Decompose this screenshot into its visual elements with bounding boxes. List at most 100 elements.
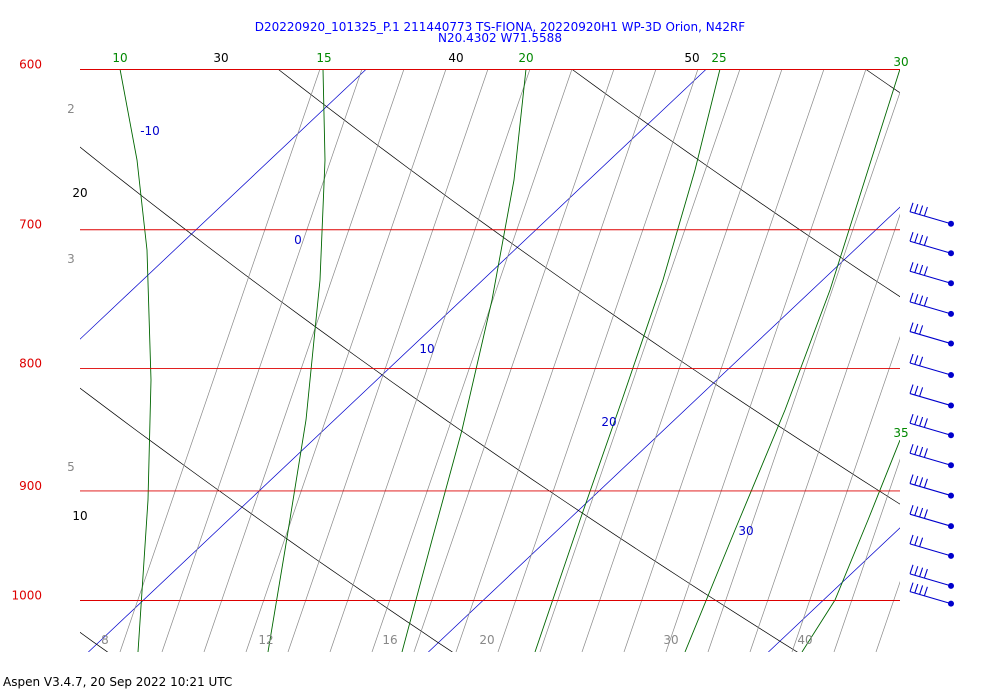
mixing-ratio-line [833, 458, 900, 652]
chart-footer: Aspen V3.4.7, 20 Sep 2022 10:21 UTC [3, 675, 233, 689]
wind-barb-flag [914, 415, 919, 425]
wind-barb-flag [919, 295, 924, 305]
wind-barb [909, 564, 954, 589]
bottom-temperature-label: 40 [797, 633, 812, 647]
mixing-ratio-label: 5 [67, 460, 75, 474]
mixing-ratio-line [665, 69, 867, 652]
wind-barb-flag [914, 204, 919, 214]
mixing-ratio-line [161, 69, 363, 652]
wind-barb-flag [919, 446, 924, 457]
moist-adiabat-label: 30 [893, 55, 908, 69]
wind-barb-dot [948, 582, 954, 589]
dry-adiabat-line [864, 69, 900, 94]
wind-barb [909, 414, 954, 439]
wind-barb-staff [909, 543, 952, 557]
wind-barb-flag [909, 582, 914, 592]
wind-barb-flag [923, 206, 928, 217]
bottom-temperature-label: 30 [663, 633, 678, 647]
wind-barb-flag [914, 323, 919, 334]
moist-adiabat-line [801, 439, 900, 652]
wind-barb-flag [909, 414, 914, 424]
wind-barb-flag [909, 534, 914, 545]
wind-barb-dot [948, 280, 954, 287]
wind-barb-flag [909, 444, 914, 454]
isobar-label: 600 [19, 58, 42, 72]
wind-barb-flag [919, 264, 924, 275]
dry-adiabat-label: 40 [448, 51, 463, 65]
moist-adiabat-label: 15 [316, 51, 331, 65]
wind-barb-staff [909, 452, 952, 466]
wind-barb-dot [948, 552, 954, 559]
wind-barb-flag [914, 536, 919, 546]
wind-barb [909, 384, 954, 409]
dry-adiabat-line [80, 387, 453, 652]
wind-barb-dot [948, 340, 954, 347]
moist-adiabat-label: 10 [112, 51, 127, 65]
moist-adiabat-line [401, 69, 527, 652]
dry-adiabat-label: 10 [72, 509, 87, 523]
wind-barb-dot [948, 402, 954, 409]
wind-barb-dot [948, 372, 954, 379]
dry-adiabat-line [80, 146, 798, 652]
bottom-temperature-label: 16 [382, 633, 397, 647]
wind-barb-flag [919, 205, 924, 215]
moist-adiabat-line [267, 69, 326, 652]
dry-adiabat-line [277, 69, 900, 505]
wind-barb-flag [923, 568, 928, 579]
wind-barb-staff [909, 211, 952, 225]
wind-barb-flag [919, 234, 924, 245]
dry-adiabat-label: 30 [213, 51, 228, 65]
wind-barb-flag [919, 585, 924, 595]
wind-barb-staff [909, 422, 952, 436]
mixing-ratio-label: 2 [67, 102, 75, 116]
wind-barb-flag [909, 505, 914, 515]
wind-barb-flag [919, 567, 924, 577]
mixing-ratio-line [791, 336, 900, 652]
mixing-ratio-line [329, 69, 531, 652]
isotherm-label: 20 [601, 415, 616, 429]
mixing-ratio-line [623, 69, 825, 652]
wind-barb-flag [919, 356, 924, 367]
wind-barb-flag [914, 583, 919, 594]
wind-barb-dot [948, 250, 954, 257]
moist-adiabat-label: 20 [518, 51, 533, 65]
wind-barb-staff [909, 240, 952, 254]
wind-barb-staff [909, 362, 952, 376]
wind-barb-dot [948, 492, 954, 499]
moist-adiabat-label: 25 [711, 51, 726, 65]
wind-barb-flag [909, 292, 914, 303]
wind-barb [909, 505, 954, 530]
wind-barb-staff [909, 301, 952, 315]
wind-barb-flag [914, 294, 919, 304]
wind-barb [909, 262, 954, 287]
mixing-ratio-label: 3 [67, 252, 75, 266]
isotherm-line [80, 69, 367, 340]
wind-barb [909, 232, 954, 257]
wind-barb-flag [923, 418, 928, 428]
wind-barb-flag [923, 586, 928, 597]
wind-barb [909, 444, 954, 469]
moist-adiabat-line [684, 69, 900, 652]
wind-barb [909, 353, 954, 379]
wind-barb-dot [948, 310, 954, 317]
moist-adiabat-line [534, 69, 721, 652]
mixing-ratio-line [749, 213, 900, 652]
wind-barb-flag [914, 566, 919, 576]
wind-barb-staff [909, 393, 952, 407]
wind-barb [909, 322, 954, 347]
bottom-temperature-label: 20 [479, 633, 494, 647]
wind-barb-flag [919, 416, 924, 427]
wind-barb-flag [923, 509, 928, 519]
wind-barb [909, 534, 954, 559]
wind-barb-flag [914, 233, 919, 243]
wind-barb-staff [909, 573, 952, 587]
bottom-temperature-label: 12 [258, 633, 273, 647]
mixing-ratio-line [918, 69, 1000, 652]
wind-barb [909, 474, 954, 499]
mixing-ratio-line [707, 91, 900, 652]
wind-barb-flag [919, 325, 924, 335]
wind-barb-flag [923, 296, 928, 307]
wind-barb-flag [909, 353, 914, 364]
wind-barb [909, 292, 954, 317]
wind-barb-flag [914, 445, 919, 455]
